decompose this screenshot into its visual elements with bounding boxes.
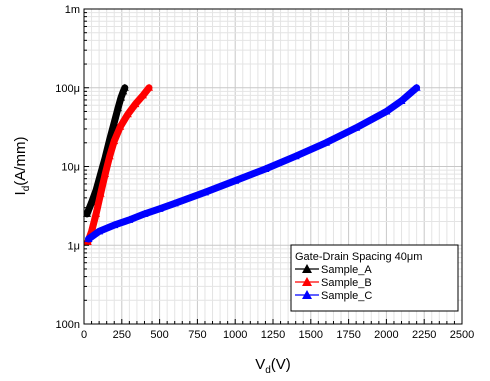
data-point-sample-c [95, 227, 104, 235]
data-point-sample-c [110, 221, 119, 229]
data-point-sample-a [119, 87, 128, 95]
data-point-sample-c [321, 138, 330, 146]
data-point-sample-c [140, 209, 149, 217]
data-point-sample-c [125, 215, 134, 223]
y-axis-title-sub: d [21, 186, 32, 192]
data-point-sample-b [92, 209, 101, 217]
x-tick-label: 500 [150, 329, 168, 341]
legend-marker-sample-b [302, 277, 312, 286]
series-layer [83, 83, 421, 246]
data-point-sample-c [291, 152, 300, 160]
x-tick-label: 1500 [299, 329, 323, 341]
y-axis-title-main: I [12, 191, 29, 195]
y-tick-label: 10μ [61, 162, 80, 174]
data-point-sample-c [231, 176, 240, 184]
x-tick-label: 750 [188, 329, 206, 341]
x-axis-title-sub: d [265, 365, 271, 376]
x-axis-title-unit: (V) [271, 356, 291, 373]
y-tick-label: 100n [56, 319, 80, 331]
x-tick-label: 250 [113, 329, 131, 341]
data-point-sample-a [120, 83, 129, 91]
x-tick-label: 2000 [374, 329, 398, 341]
x-tick-label: 2500 [450, 329, 474, 341]
data-point-sample-c [84, 235, 93, 243]
data-point-sample-c [352, 123, 361, 131]
data-point-sample-b [138, 91, 147, 99]
x-axis-title: Vd(V) [255, 356, 291, 376]
y-tick-label: 100μ [55, 83, 80, 95]
x-tick-label: 2250 [412, 329, 436, 341]
data-point-sample-b [105, 152, 114, 160]
data-point-sample-b [116, 122, 125, 130]
data-point-sample-a [117, 93, 126, 101]
data-point-sample-a [110, 118, 119, 126]
legend-title: Gate-Drain Spacing 40μm [295, 251, 422, 263]
data-point-sample-c [155, 204, 164, 212]
x-axis-title-main: V [255, 356, 265, 373]
data-point-sample-c [170, 199, 179, 207]
data-point-sample-a [114, 104, 123, 112]
data-point-sample-b [101, 170, 110, 178]
data-point-sample-b [110, 137, 119, 145]
y-tick-label: 1m [65, 4, 80, 16]
axes: 0 250 500 750 1000 1250 1500 1750 2000 2250 2500 10… [55, 4, 474, 341]
legend: Gate-Drain Spacing 40μm Sample_ASample_B… [290, 244, 459, 312]
data-point-sample-c [412, 83, 421, 91]
data-point-sample-a [87, 198, 96, 206]
data-point-sample-b [145, 83, 154, 91]
x-tick-label: 0 [81, 329, 87, 341]
y-tick-label: 1μ [68, 240, 80, 252]
legend-label-sample-b: Sample_B [321, 277, 372, 289]
x-tick-label: 1000 [223, 329, 247, 341]
legend-label-sample-a: Sample_A [321, 264, 372, 276]
legend-label-sample-c: Sample_C [321, 290, 372, 302]
x-tick-label: 1250 [261, 329, 285, 341]
data-point-sample-a [83, 209, 92, 217]
data-point-sample-c [397, 96, 406, 104]
data-point-sample-c [200, 188, 209, 196]
data-point-sample-c [261, 164, 270, 172]
data-point-sample-b [131, 100, 140, 108]
y-axis-title-unit: (A/mm) [12, 137, 29, 186]
x-tick-label: 1750 [336, 329, 360, 341]
series-line-sample-c [85, 84, 421, 243]
legend-marker-sample-a [302, 264, 312, 273]
y-axis-title: Id(A/mm) [12, 137, 32, 196]
legend-box [290, 244, 459, 312]
data-point-sample-b [96, 189, 105, 197]
data-point-sample-c [382, 107, 391, 115]
data-point-sample-b [123, 110, 132, 118]
legend-marker-sample-c [302, 290, 312, 299]
